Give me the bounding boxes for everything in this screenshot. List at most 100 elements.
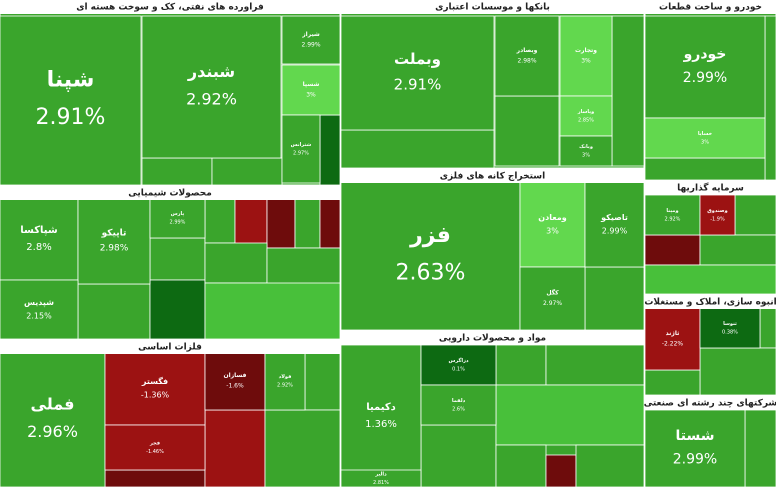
sector-title: استخراج کانه های فلزی [440,172,545,182]
tile [77,283,151,340]
tile-name: ثاژند [666,330,680,337]
sector-title: سرمایه گذاریها [677,182,744,194]
tile [644,194,701,236]
sector-header [341,0,644,14]
tile-name: دلقما [452,398,466,404]
tile [340,181,521,331]
tile [266,197,296,249]
tile [211,157,283,186]
tile [420,384,497,426]
tile-name: دزاگرس [448,357,469,364]
tile [234,197,268,249]
tile [494,95,560,167]
tile-name: خساپا [698,131,713,137]
tile-change: 2.96% [27,422,78,441]
tile-name: کگل [546,289,559,297]
tile-name: وپاسار [577,109,595,115]
tile-change: 3% [701,140,709,146]
tile-name: ثنوسا [723,321,737,327]
tile-change: 2.98% [517,57,536,64]
tile [77,197,151,285]
tile [699,307,761,349]
tile [559,135,613,167]
tile-change: 2.85% [578,118,594,124]
tile [420,424,497,487]
sector-title: فلزات اساسی [138,343,202,353]
tile-name: شیراز [301,31,320,38]
tile [494,15,560,97]
tile-change: 0.1% [452,367,465,373]
tile-change: 3% [581,57,591,64]
tile-change: 2.92% [186,89,237,108]
tile [545,454,577,487]
tile-name: دکیمیا [366,402,396,413]
tile [340,15,495,131]
tile-change: -1.46% [146,449,164,455]
sector-title: مواد و محصولات دارویی [439,334,546,344]
tile [304,351,341,411]
tile-change: 2.99% [683,70,727,86]
tile-name: فزر [409,223,451,248]
tile [699,347,776,396]
tile-name: فگستر [141,376,168,386]
tile [644,234,701,266]
tile [104,351,206,426]
tile-name: شپنا [47,68,95,93]
tile-name: شسپا [303,81,320,88]
tile [584,266,645,331]
sector-title: فراورده های نفتی، کک و سوخت هسته ای [76,3,264,13]
tile-change: -1.9% [710,217,725,223]
tile-change: 2.99% [673,452,717,468]
tile [0,197,79,281]
tile [744,409,776,487]
tile [644,157,766,181]
tile [519,266,586,331]
tile-name: ومعادن [538,213,566,222]
tile [204,282,341,340]
tile-change: 2.8% [26,242,51,253]
tile-change: 0.38% [722,330,738,336]
tile-name: دالبر [374,472,387,478]
sector-header [341,331,644,345]
sector-header [645,181,776,195]
tile-name: وبصادر [516,47,538,54]
tile-change: 2.92% [665,217,681,223]
tile-change: 2.99% [301,41,320,48]
sector-header [0,340,340,354]
tile [495,344,547,386]
tile [699,234,776,266]
tile-name: پارس [171,211,185,217]
sector-title: انبوه سازی، املاک و مستغلات [644,298,776,308]
tile-name: شبندر [187,62,235,81]
tile [644,264,776,295]
tile [644,409,746,487]
tile-name: شپدیس [24,298,54,308]
sector-title: خودرو و ساخت قطعات [659,3,762,13]
tile [340,469,422,487]
tile [644,15,766,119]
sector-header [645,0,776,14]
tile [559,95,613,137]
tile [204,242,268,284]
tile [0,15,142,186]
tile-change: 2.98% [100,244,129,254]
tile-change: 2.99% [170,220,186,226]
tile [281,114,321,184]
tile [559,15,613,97]
tile-change: 2.6% [452,407,465,413]
tile [141,15,282,159]
tile [764,15,776,181]
tile [319,197,341,249]
tile-change: 2.97% [543,300,562,307]
sector-header [341,169,644,183]
tile-change: 3% [306,91,316,98]
tile [204,351,266,411]
sector-header [645,295,776,309]
tile-name: شترانس [291,142,312,148]
tile [104,469,206,487]
sector-title: بانکها و موسسات اعتباری [435,3,550,13]
tile [340,344,422,487]
tile [149,197,206,239]
tile [319,114,341,186]
tile-name: تاپیکو [101,228,127,238]
